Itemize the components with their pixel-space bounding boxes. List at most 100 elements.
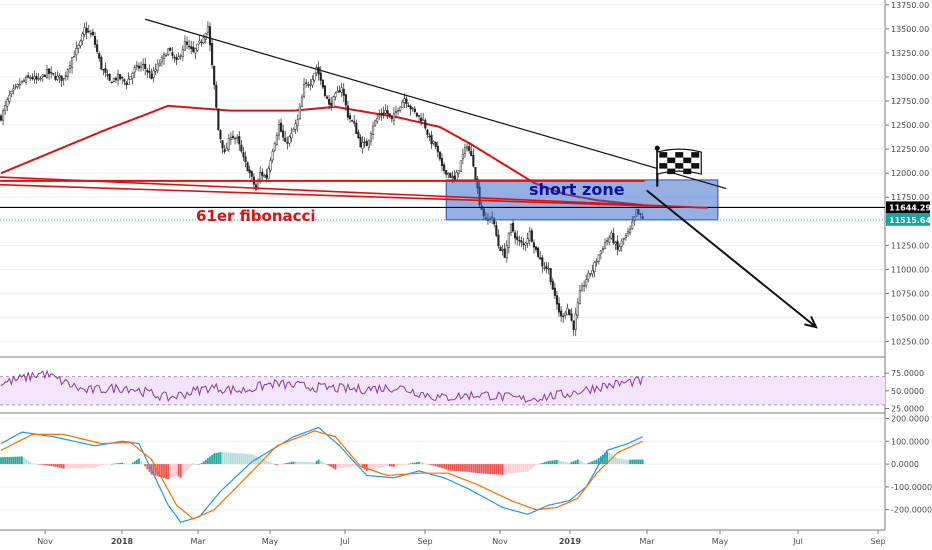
macd-histogram-bar: [562, 461, 565, 465]
macd-histogram-bar: [311, 462, 314, 465]
candle-body: [73, 56, 76, 58]
projection-arrow-head: [804, 315, 818, 329]
candle: [192, 41, 195, 53]
candle-body: [267, 168, 270, 179]
candle: [211, 38, 214, 69]
candle-body: [150, 73, 153, 79]
macd-histogram-bar: [393, 464, 395, 467]
macd-histogram-bar: [374, 464, 377, 469]
macd-histogram-bar: [382, 464, 385, 467]
candle: [171, 46, 174, 60]
price-tick-label: 10250.00: [891, 338, 929, 347]
candle-body: [10, 91, 13, 95]
candle-body: [405, 98, 408, 105]
candle-body: [307, 84, 310, 86]
macd-histogram-bar: [455, 464, 458, 472]
candle: [29, 75, 32, 82]
macd-histogram-bar: [92, 464, 94, 468]
candle-body: [160, 56, 163, 63]
candle: [555, 290, 558, 310]
macd-histogram-bar: [332, 464, 335, 469]
macd-histogram-bar: [581, 461, 583, 465]
candle: [114, 76, 118, 83]
macd-histogram-bar: [372, 464, 374, 470]
candle-body: [273, 143, 276, 151]
macd-histogram-bar: [407, 463, 410, 465]
macd-histogram-bar: [566, 462, 569, 465]
candle: [620, 238, 623, 252]
macd-histogram-bar: [58, 464, 61, 468]
candle-body: [303, 84, 306, 97]
candle: [580, 282, 584, 292]
candle: [374, 119, 377, 128]
candle-body: [286, 142, 289, 144]
candle-body: [369, 133, 372, 142]
macd-histogram-bar: [307, 461, 310, 465]
macd-histogram-bar: [526, 464, 529, 472]
candle: [363, 137, 366, 148]
candle: [438, 151, 441, 162]
candle: [152, 66, 155, 83]
macd-histogram-bar: [37, 464, 40, 465]
macd-histogram-bar: [303, 461, 305, 465]
candle: [497, 229, 500, 249]
macd-histogram-bar: [169, 464, 172, 479]
candle: [2, 108, 5, 126]
macd-histogram-bar: [112, 463, 115, 465]
candle: [440, 153, 444, 172]
candle-body: [344, 94, 347, 106]
macd-histogram-bar: [158, 464, 161, 477]
candle-body: [376, 118, 379, 122]
candle-body: [177, 56, 180, 60]
macd-histogram-bar: [56, 464, 59, 468]
candle-body: [549, 268, 552, 283]
candle-body: [363, 141, 366, 143]
macd-histogram-bar: [397, 464, 399, 466]
macd-histogram-bar: [319, 460, 322, 465]
macd-histogram-bar: [127, 463, 130, 465]
candle-body: [430, 134, 433, 145]
candle: [296, 114, 299, 133]
candle: [459, 160, 462, 172]
candle: [125, 81, 128, 90]
macd-histogram-bar: [574, 460, 577, 465]
candle: [578, 284, 581, 305]
macd-histogram-bar: [33, 463, 36, 465]
macd-histogram-bar: [326, 464, 328, 465]
candle-body: [399, 106, 402, 111]
macd-histogram-bar: [223, 452, 226, 465]
candle-body: [534, 246, 538, 250]
candle: [599, 250, 602, 260]
macd-histogram-bar: [637, 459, 640, 465]
candle: [415, 112, 418, 118]
candle-body: [102, 69, 105, 71]
macd-histogram-bar: [140, 461, 142, 465]
candle-body: [269, 160, 272, 171]
macd-histogram-bar: [560, 460, 563, 465]
candle-body: [348, 115, 352, 120]
macd-histogram-bar: [12, 456, 15, 465]
candle-body: [175, 57, 178, 61]
macd-histogram-bar: [131, 462, 134, 465]
macd-histogram-bar: [551, 460, 554, 465]
candle: [263, 173, 266, 178]
macd-histogram-bar: [353, 464, 356, 467]
candle-body: [87, 30, 90, 33]
macd-histogram-bar: [482, 464, 485, 474]
candle: [407, 102, 410, 107]
macd-histogram-bar: [194, 463, 197, 465]
macd-histogram-bar: [411, 463, 414, 465]
candle: [91, 28, 95, 37]
macd-histogram-bar: [403, 464, 406, 465]
candle: [288, 135, 291, 147]
candle: [79, 39, 82, 49]
candle: [570, 308, 573, 322]
macd-histogram-bar: [612, 455, 615, 465]
candle-body: [616, 240, 619, 250]
candle: [359, 134, 362, 148]
macd-histogram-bar: [484, 464, 487, 474]
candle-body: [495, 225, 498, 236]
candle-body: [463, 147, 467, 155]
macd-histogram-bar: [305, 461, 308, 465]
candle: [261, 168, 264, 180]
